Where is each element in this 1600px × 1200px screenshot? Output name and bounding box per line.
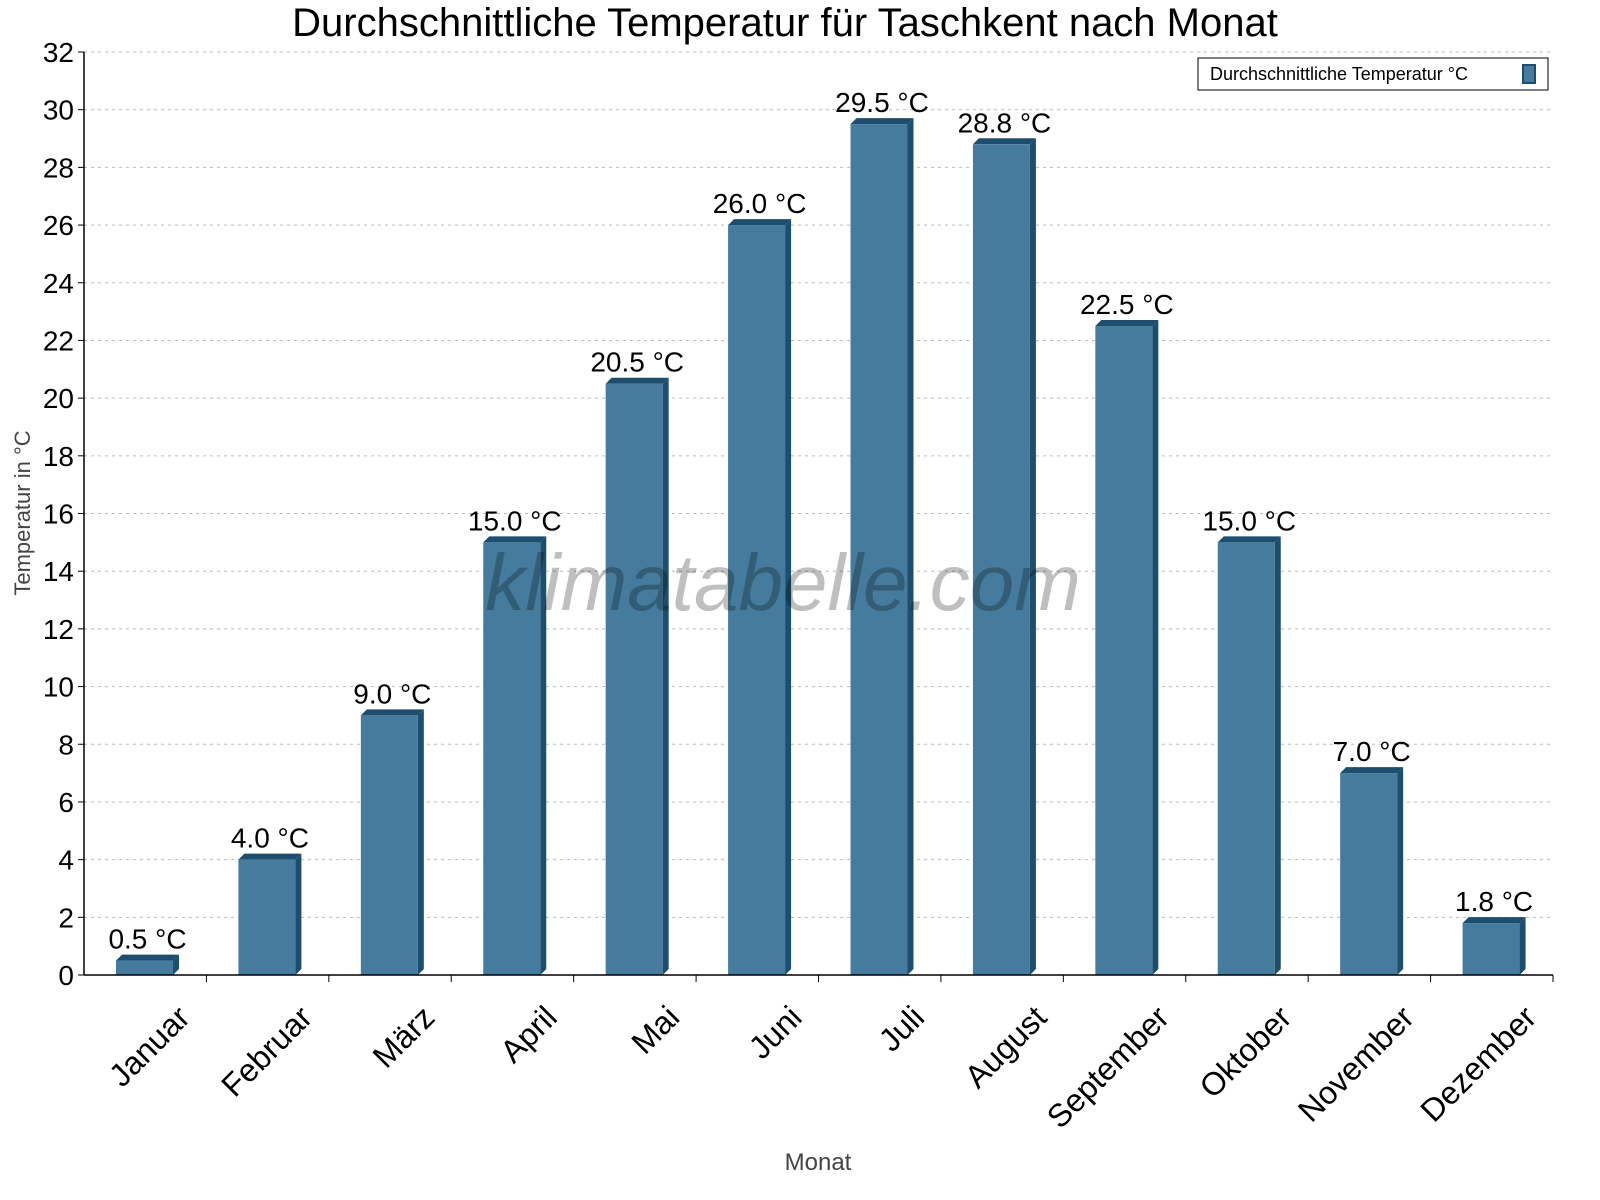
legend-swatch <box>1522 64 1536 84</box>
x-tick-label: Juli <box>872 999 931 1058</box>
bar <box>116 960 173 975</box>
watermark: klimatabelle.com <box>485 538 1081 627</box>
bar <box>728 225 786 975</box>
y-tick-label: 2 <box>58 902 74 933</box>
bar <box>483 542 541 975</box>
y-tick-label: 30 <box>43 95 74 126</box>
data-label: 20.5 °C <box>590 347 684 378</box>
bar-top <box>728 219 792 226</box>
y-tick-label: 8 <box>58 729 74 760</box>
data-label: 7.0 °C <box>1333 736 1411 767</box>
x-tick-label: August <box>958 999 1054 1095</box>
bar-top <box>1462 917 1526 924</box>
bar-side <box>295 853 302 975</box>
bar-side <box>907 118 914 975</box>
bar-side <box>785 219 792 975</box>
bar-top <box>483 536 547 543</box>
y-tick-label: 20 <box>43 383 74 414</box>
x-tick-label: März <box>366 999 442 1075</box>
bar <box>1217 542 1275 975</box>
data-label: 15.0 °C <box>468 505 562 536</box>
y-tick-label: 12 <box>43 614 74 645</box>
x-tick-label: April <box>493 999 564 1070</box>
data-label: 28.8 °C <box>958 107 1052 138</box>
bar <box>1340 773 1398 975</box>
bars: 0.5 °C 4.0 °C 9.0 °C 15.0 °C 20.5 °C 26.0 °C 2… <box>108 87 1533 976</box>
data-label: 9.0 °C <box>353 678 431 709</box>
bar-side <box>1397 767 1404 975</box>
legend: Durchschnittliche Temperatur °C <box>1197 57 1549 91</box>
bar-side <box>1029 138 1036 976</box>
x-tick-label: Mai <box>624 999 686 1061</box>
x-tick-label: November <box>1291 999 1421 1129</box>
legend-label: Durchschnittliche Temperatur °C <box>1210 64 1468 84</box>
bar-side <box>662 377 669 975</box>
data-label: 22.5 °C <box>1080 289 1174 320</box>
y-tick-label: 24 <box>43 268 74 299</box>
bar <box>1462 923 1520 975</box>
bar-top <box>238 853 302 860</box>
x-tick-label: September <box>1040 999 1176 1135</box>
bar-side <box>417 709 424 975</box>
y-tick-label: 32 <box>43 37 74 68</box>
y-tick-label: 18 <box>43 441 74 472</box>
legend-box <box>1197 57 1549 91</box>
bar-top <box>850 118 914 125</box>
data-label: 29.5 °C <box>835 87 929 118</box>
bar-top <box>116 954 179 961</box>
chart-title: Durchschnittliche Temperatur für Taschke… <box>292 1 1278 45</box>
x-tick-label: Dezember <box>1413 999 1543 1129</box>
y-tick-label: 0 <box>58 960 74 991</box>
y-tick-label: 28 <box>43 152 74 183</box>
bar <box>850 124 908 975</box>
bar-side <box>1519 917 1526 975</box>
data-label: 1.8 °C <box>1455 886 1533 917</box>
bar <box>238 859 296 975</box>
x-tick-label: Oktober <box>1192 999 1298 1105</box>
bar <box>360 715 418 975</box>
bar-top <box>360 709 424 716</box>
y-tick-label: 6 <box>58 787 74 818</box>
data-label: 4.0 °C <box>231 823 309 854</box>
y-axis-label: Temperatur in °C <box>10 430 35 595</box>
y-tick-label: 16 <box>43 499 74 530</box>
bar-top <box>972 138 1036 145</box>
bar-side <box>173 954 179 975</box>
bar-side <box>1274 536 1281 975</box>
data-label: 0.5 °C <box>108 924 186 955</box>
bar <box>972 144 1030 976</box>
bar <box>605 383 663 975</box>
bar-top <box>1095 320 1159 327</box>
x-tick-label: Februar <box>214 999 319 1104</box>
bar-top <box>1217 536 1281 543</box>
y-tick-label: 26 <box>43 210 74 241</box>
y-tick-label: 14 <box>43 556 74 587</box>
bar <box>1095 326 1153 975</box>
bar-side <box>540 536 547 975</box>
grid <box>84 51 1553 918</box>
bar-top <box>605 377 669 384</box>
x-tick-label: Januar <box>102 999 197 1094</box>
x-axis-label: Monat <box>785 1149 852 1176</box>
y-tick-label: 10 <box>43 672 74 703</box>
bar-side <box>1152 320 1159 975</box>
x-tick-label: Juni <box>742 999 809 1066</box>
data-label: 15.0 °C <box>1202 505 1296 536</box>
bar-top <box>1340 767 1404 774</box>
y-tick-label: 4 <box>58 845 74 876</box>
y-tick-label: 22 <box>43 325 74 356</box>
data-label: 26.0 °C <box>713 188 807 219</box>
